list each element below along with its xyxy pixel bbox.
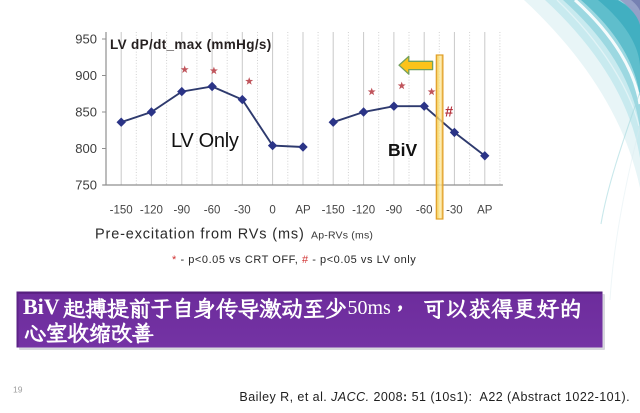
svg-text:-60: -60 bbox=[204, 205, 221, 217]
svg-text:AP: AP bbox=[477, 205, 493, 217]
svg-text:50ms: 50ms bbox=[348, 297, 392, 319]
svg-text:-120: -120 bbox=[140, 205, 163, 217]
svg-text:-60: -60 bbox=[416, 205, 433, 217]
svg-text:850: 850 bbox=[75, 105, 97, 120]
svg-text:#: # bbox=[445, 105, 453, 121]
svg-text:Bailey R, et al. JACC. 2008: 5: Bailey R, et al. JACC. 2008: 51 (10s1): … bbox=[239, 390, 630, 404]
svg-text:800: 800 bbox=[75, 141, 97, 156]
svg-text:19: 19 bbox=[13, 385, 23, 395]
svg-text:BiV: BiV bbox=[388, 140, 418, 160]
svg-text:Ap-RVs (ms): Ap-RVs (ms) bbox=[311, 230, 373, 242]
svg-text:-90: -90 bbox=[386, 205, 403, 217]
svg-text:-150: -150 bbox=[322, 205, 345, 217]
svg-text:-150: -150 bbox=[110, 205, 133, 217]
svg-text:-120: -120 bbox=[352, 205, 375, 217]
svg-text:950: 950 bbox=[75, 32, 97, 47]
svg-text:0: 0 bbox=[269, 205, 275, 217]
svg-text:LV Only: LV Only bbox=[171, 130, 239, 152]
svg-text:BiV: BiV bbox=[23, 294, 60, 319]
svg-text:* - p<0.05 vs CRT OFF, # - p<0: * - p<0.05 vs CRT OFF, # - p<0.05 vs LV … bbox=[172, 254, 416, 266]
svg-text:900: 900 bbox=[75, 68, 97, 83]
svg-text:Pre-excitation from RVs (ms): Pre-excitation from RVs (ms) bbox=[95, 227, 305, 243]
svg-text:LV dP/dt_max (mmHg/s): LV dP/dt_max (mmHg/s) bbox=[110, 37, 272, 52]
svg-text:AP: AP bbox=[295, 205, 311, 217]
svg-text:750: 750 bbox=[75, 178, 97, 193]
svg-text:-30: -30 bbox=[234, 205, 251, 217]
svg-text:-30: -30 bbox=[446, 205, 463, 217]
svg-text:-90: -90 bbox=[173, 205, 190, 217]
